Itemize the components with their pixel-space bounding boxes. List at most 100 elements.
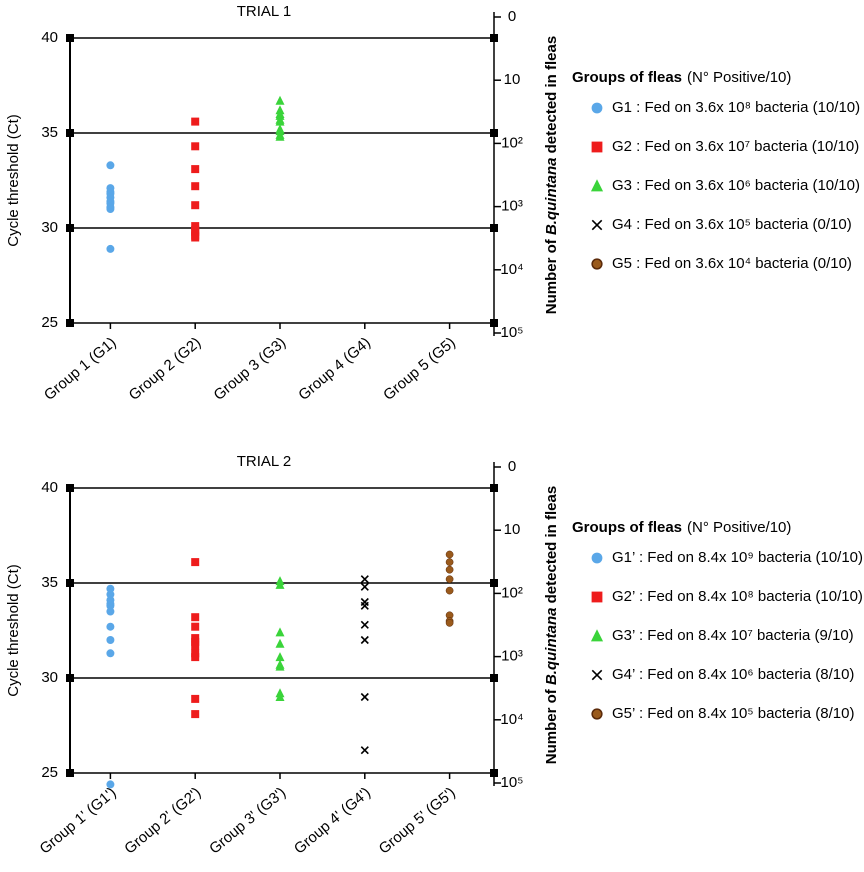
point	[591, 102, 603, 114]
point	[106, 161, 115, 170]
y2-tick-label: 10⁵	[501, 774, 524, 791]
legend-label: G2 : Fed on 3.6x 10⁷ bacteria (10/10)	[612, 138, 859, 155]
point	[591, 141, 603, 153]
x-tick-label: Group 3 (G3)	[210, 334, 289, 404]
legend-item: G5 : Fed on 3.6x 10⁴ bacteria (0/10)	[591, 255, 852, 272]
y-tick-mark	[490, 674, 498, 682]
y-tick-mark	[490, 34, 498, 42]
point	[275, 116, 285, 126]
point	[106, 205, 115, 213]
y-tick-label: 40	[41, 479, 58, 496]
legend-label: G2’ : Fed on 8.4x 10⁸ bacteria (10/10)	[612, 588, 863, 605]
legend-label: G5’ : Fed on 8.4x 10⁵ bacteria (8/10)	[612, 705, 854, 722]
y-tick-label: 40	[41, 29, 58, 46]
point	[106, 622, 115, 631]
y2-tick-label: 10⁵	[501, 324, 524, 341]
y2-axis-label: Number of B.quintana detected in fleas	[543, 36, 560, 314]
chart-title: TRIAL 1	[237, 3, 291, 20]
point	[191, 233, 200, 242]
point	[591, 708, 603, 720]
point	[275, 652, 285, 662]
point	[445, 586, 454, 595]
point	[445, 565, 454, 574]
legend-label: G3 : Fed on 3.6x 10⁶ bacteria (10/10)	[612, 177, 860, 194]
legend-label: G1’ : Fed on 8.4x 10⁹ bacteria (10/10)	[612, 549, 863, 566]
point	[360, 601, 369, 610]
point	[191, 117, 200, 126]
point	[106, 780, 115, 789]
y-tick-label: 30	[41, 669, 58, 686]
point	[191, 558, 200, 567]
point	[106, 649, 115, 658]
y2-axis-label-part: detected in fleas	[543, 36, 560, 158]
y-tick-mark	[490, 224, 498, 232]
y-tick-mark	[66, 769, 74, 777]
x-tick-label: Group 4 (G4)	[295, 334, 374, 404]
point	[191, 710, 200, 719]
point	[275, 579, 285, 589]
y2-tick-label: 10³	[501, 648, 523, 665]
y-tick-mark	[66, 674, 74, 682]
legend-title: Groups of fleas (N° Positive/10)	[572, 69, 791, 86]
point	[445, 550, 454, 559]
point	[590, 629, 604, 642]
legend-label: G1 : Fed on 3.6x 10⁸ bacteria (10/10)	[612, 99, 860, 116]
legend-item: G5’ : Fed on 8.4x 10⁵ bacteria (8/10)	[591, 705, 854, 722]
y-tick-mark	[66, 579, 74, 587]
y-tick-mark	[490, 319, 498, 327]
point	[360, 635, 369, 645]
y2-tick-label: 10³	[501, 198, 523, 215]
y-tick-mark	[66, 319, 74, 327]
x-tick-label: Group 2' (G2')	[121, 784, 204, 858]
legend-item: G1 : Fed on 3.6x 10⁸ bacteria (10/10)	[591, 99, 860, 116]
point	[106, 599, 115, 608]
point	[445, 575, 454, 584]
y-tick-mark	[490, 484, 498, 492]
point	[445, 558, 454, 566]
point	[591, 669, 603, 681]
y2-tick-label: 10²	[501, 584, 523, 601]
point	[106, 636, 115, 644]
y-tick-label: 25	[41, 764, 58, 781]
point	[275, 95, 285, 105]
point	[106, 244, 115, 253]
point	[360, 620, 369, 629]
chart-title: TRIAL 2	[237, 453, 291, 470]
legend-title-rest: (N° Positive/10)	[687, 519, 791, 536]
x-tick-label: Group 5' (G5')	[376, 784, 459, 858]
point	[590, 179, 604, 192]
y-tick-mark	[66, 224, 74, 232]
y-tick-label: 35	[41, 574, 58, 591]
y2-axis-label-part: Number of	[543, 235, 560, 314]
point	[106, 607, 115, 616]
point	[275, 627, 285, 637]
point	[191, 641, 200, 650]
legend-item: G3’ : Fed on 8.4x 10⁷ bacteria (9/10)	[590, 627, 854, 644]
y2-tick-label: 10	[504, 71, 521, 88]
y2-axis-label-part: B.quintana	[543, 608, 560, 686]
x-tick-label: Group 4' (G4')	[291, 784, 374, 858]
point	[191, 613, 200, 622]
legend-item: G3 : Fed on 3.6x 10⁶ bacteria (10/10)	[590, 177, 860, 194]
y2-axis-label-part: B.quintana	[543, 158, 560, 236]
y-tick-label: 35	[41, 124, 58, 141]
point	[360, 746, 369, 755]
point	[591, 219, 603, 231]
x-tick-label: Group 1 (G1)	[41, 334, 120, 404]
y-tick-label: 25	[41, 314, 58, 331]
point	[106, 590, 115, 599]
legend-label: G4’ : Fed on 8.4x 10⁶ bacteria (8/10)	[612, 666, 854, 683]
point	[275, 131, 285, 141]
y2-tick-label: 0	[508, 458, 516, 475]
y2-tick-label: 10	[504, 521, 521, 538]
y2-axis-label-part: detected in fleas	[543, 486, 560, 608]
point	[360, 692, 369, 702]
point	[191, 182, 200, 191]
x-tick-label: Group 1' (G1')	[37, 784, 120, 858]
y-tick-mark	[66, 129, 74, 137]
point	[591, 258, 603, 270]
point	[106, 584, 115, 593]
y-tick-label: 30	[41, 219, 58, 236]
point	[191, 694, 200, 703]
